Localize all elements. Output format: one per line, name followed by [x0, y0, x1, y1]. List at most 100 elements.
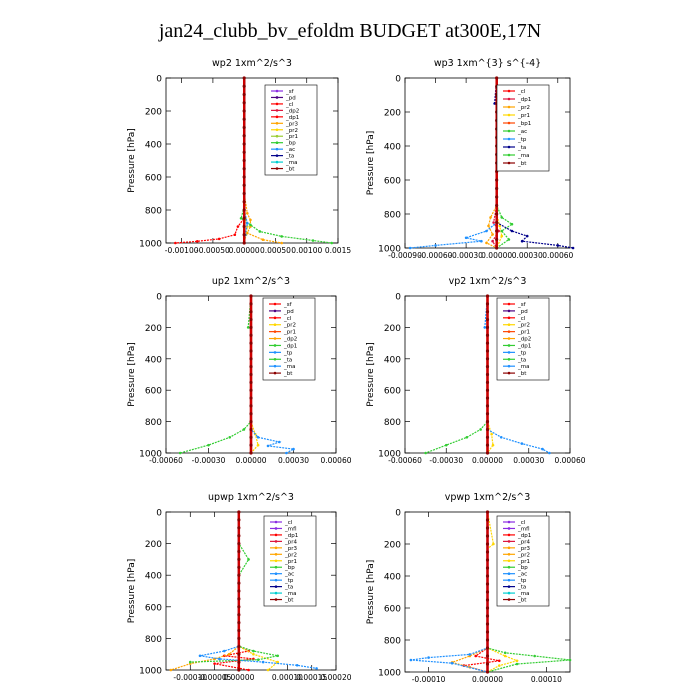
legend-label: _pr2 [284, 552, 297, 558]
series-point [252, 649, 255, 653]
legend-marker [507, 553, 511, 556]
legend-marker [507, 533, 511, 537]
zero-profile-point [485, 614, 490, 618]
zero-profile-point [485, 357, 490, 361]
legend-label: _cl [517, 520, 526, 526]
zero-profile-point [242, 109, 246, 113]
zero-profile-point [249, 380, 253, 384]
zero-profile-point [237, 573, 241, 577]
series-point [408, 246, 412, 250]
series-point [207, 443, 210, 447]
zero-profile-point [242, 142, 246, 146]
zero-profile-point [242, 191, 246, 196]
zero-profile-point [237, 660, 241, 664]
plot-frame [404, 77, 571, 249]
zero-profile-point [485, 670, 490, 674]
zero-profile-point [485, 404, 490, 408]
figure-title: jan24_clubb_bv_efoldm BUDGET at300E,17N [158, 20, 542, 42]
legend-label: _dp1 [283, 343, 297, 349]
x-tick-label: 0.00015 [296, 673, 327, 682]
legend-marker [275, 154, 279, 157]
legend-marker [274, 572, 278, 575]
zero-profile-point [237, 565, 241, 569]
legend-label: _pr1 [285, 134, 298, 140]
zero-profile-point [485, 526, 490, 530]
series-point [510, 229, 514, 233]
x-tick-label: 0.00010 [272, 673, 303, 682]
legend-label: _pr2 [285, 128, 298, 134]
zero-profile-point [237, 542, 241, 546]
legend-marker [507, 546, 511, 550]
series-point [489, 216, 492, 219]
series-point [500, 216, 504, 219]
x-tick-label: -0.00005 [198, 673, 232, 682]
zero-profile-point [485, 534, 490, 538]
zero-profile-point [249, 365, 253, 369]
legend-label: _dp2 [517, 337, 531, 343]
legend-label: _bp1 [517, 121, 531, 127]
legend-label: _cl [517, 316, 526, 322]
series-point [485, 229, 488, 233]
legend-marker [507, 591, 511, 595]
series-point [236, 225, 240, 228]
zero-profile-point [485, 638, 490, 642]
zero-profile-point [249, 310, 253, 314]
legend-marker [273, 344, 277, 347]
series-point [498, 224, 502, 228]
series-point [233, 233, 237, 237]
series-point [541, 447, 544, 451]
legend: _cl_mfl_dp1_pr4_pr3_pr2_pr1_bp_ac_tp_ta_… [263, 515, 317, 607]
zero-profile-point [485, 443, 490, 447]
series-point [409, 658, 413, 662]
y-tick-label: 0 [395, 75, 401, 85]
legend-marker [273, 316, 277, 320]
legend-marker [273, 330, 277, 333]
series-point [252, 652, 255, 656]
y-tick-label: 200 [145, 324, 162, 334]
zero-profile-point [485, 622, 490, 626]
zero-profile-point [485, 380, 490, 384]
legend-label: _ac [284, 572, 294, 578]
zero-profile-point [485, 435, 490, 439]
x-tick-label: -0.00060 [419, 251, 453, 260]
zero-profile-point [242, 241, 246, 245]
legend-label: _cl [517, 89, 526, 95]
series-point [491, 443, 495, 447]
zero-profile-point [485, 310, 490, 314]
legend-label: _sf [283, 302, 293, 308]
zero-profile-point [249, 317, 253, 322]
legend-label: _bt [284, 598, 294, 604]
series-point [434, 244, 437, 247]
legend-marker [274, 598, 278, 601]
legend-label: _tp [517, 578, 527, 584]
panel-title: up2 1xm^2/s^3 [212, 276, 290, 287]
legend-marker [507, 337, 511, 340]
legend-label: _pr1 [517, 330, 530, 336]
legend-label: _tp [284, 578, 294, 584]
legend-marker [273, 337, 277, 340]
legend-marker [273, 323, 277, 327]
legend-label: _dp1 [285, 115, 299, 121]
legend-label: _bp [517, 565, 528, 571]
series-point [247, 558, 250, 561]
legend-label: _ma [283, 364, 295, 370]
plot-frame [165, 511, 337, 671]
legend-label: _pr1 [283, 330, 296, 336]
legend-marker [275, 109, 279, 112]
y-tick-label: 600 [384, 177, 401, 187]
y-tick-label: 200 [384, 541, 401, 551]
legend-label: _pr3 [517, 546, 531, 552]
legend-marker [507, 598, 511, 601]
y-tick-label: 800 [145, 635, 162, 645]
zero-profile-point [485, 341, 490, 345]
series-point [266, 668, 270, 672]
y-tick-label: 200 [145, 108, 162, 118]
zero-profile-point [485, 566, 490, 570]
x-tick-label: 0.00000 [223, 673, 254, 682]
zero-profile-point [485, 654, 490, 658]
zero-profile-point [237, 589, 241, 593]
zero-profile-point [242, 134, 246, 138]
legend-marker [275, 134, 279, 138]
x-tick-label: 0.00100 [291, 246, 322, 255]
y-tick-label: 1000 [139, 450, 162, 460]
